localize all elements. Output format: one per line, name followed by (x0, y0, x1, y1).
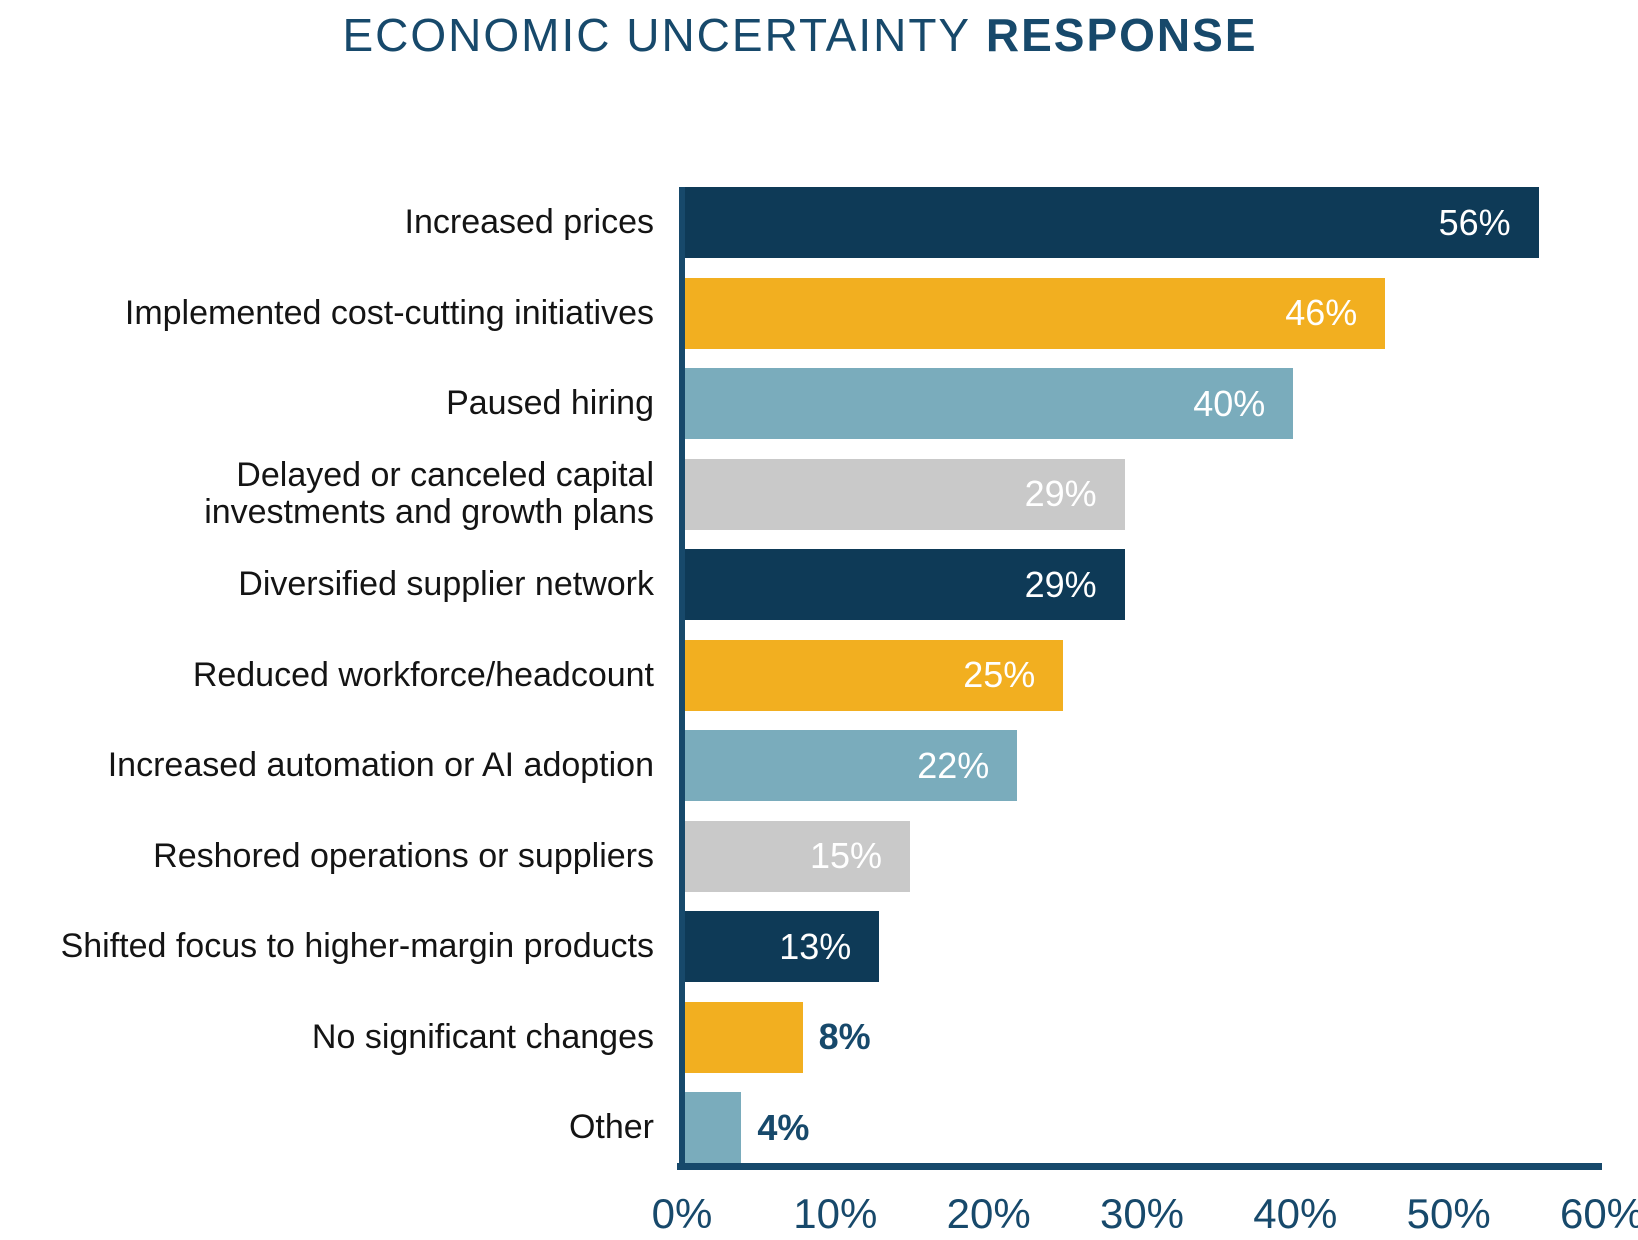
value-label: 8% (818, 1016, 871, 1057)
bar-track: 29% (680, 549, 1600, 620)
bar-track: 13% (680, 911, 1600, 982)
bar: 29% (680, 549, 1125, 620)
bar-track: 8% (680, 1001, 1600, 1073)
bar-track: 29% (680, 458, 1600, 530)
value-label: 29% (1024, 473, 1097, 514)
bar-track: 25% (680, 639, 1600, 711)
x-axis-tick-label: 20% (946, 1190, 1031, 1237)
category-label: Reshored operations or suppliers (153, 836, 654, 875)
category-label: Shifted focus to higher-margin products (60, 927, 654, 966)
bar-track: 15% (680, 820, 1600, 892)
x-axis-tick-label: 10% (793, 1190, 878, 1237)
bar: 40% (680, 368, 1294, 439)
bar-row: Paused hiring 40% (0, 368, 1638, 439)
x-axis-tick-label: 30% (1099, 1190, 1185, 1237)
bar-row: Reshored operations or suppliers 15% (0, 820, 1638, 892)
y-axis-line (679, 187, 685, 1163)
category-label: Increased automation or AI adoption (107, 746, 654, 785)
value-label: 15% (809, 835, 882, 876)
bar-row: Increased prices 56% (0, 187, 1638, 258)
value-label: 40% (1193, 382, 1266, 424)
x-axis-ticks: 0% 10% 20% 30% 40% 50% 60% (652, 1190, 1638, 1240)
chart-title-bold: RESPONSE (985, 9, 1258, 61)
bar: 13% (680, 911, 880, 982)
category-label: Paused hiring (446, 384, 654, 423)
bar-row: Delayed or canceled capital investments … (0, 456, 1638, 531)
bar: 46% (680, 277, 1386, 349)
value-label: 22% (917, 744, 990, 786)
plot-area: Increased prices 56% Implemented cost-cu… (0, 187, 1638, 1237)
bar-row: Implemented cost-cutting initiatives 46% (0, 277, 1638, 349)
chart-title-regular: ECONOMIC UNCERTAINTY (342, 9, 972, 61)
bar-row: No significant changes 8% (0, 1001, 1638, 1073)
bar-track: 22% (680, 730, 1600, 801)
chart-title: ECONOMIC UNCERTAINTY RESPONSE (0, 8, 1600, 62)
category-label: No significant changes (311, 1017, 654, 1056)
bar: 56% (680, 187, 1539, 258)
bar: 25% (680, 639, 1064, 711)
bar-track: 40% (680, 368, 1600, 439)
bar-row: Reduced workforce/headcount 25% (0, 639, 1638, 711)
x-axis-tick-label: 50% (1406, 1190, 1491, 1237)
bar: 29% (680, 458, 1125, 530)
bar-track: 56% (680, 187, 1600, 258)
bar-row: Other 4% (0, 1092, 1638, 1163)
value-label: 56% (1438, 201, 1511, 243)
value-label: 25% (963, 654, 1036, 695)
x-axis-tick-label: 0% (651, 1190, 713, 1237)
category-label: Implemented cost-cutting initiatives (124, 293, 654, 332)
x-axis-tick-label: 40% (1253, 1190, 1338, 1237)
value-label: 13% (779, 925, 852, 967)
bar (680, 1001, 803, 1073)
category-label: Reduced workforce/headcount (192, 655, 654, 694)
bar-track: 4% (680, 1092, 1600, 1163)
category-label: Increased prices (404, 203, 654, 242)
bar-row: Diversified supplier network 29% (0, 549, 1638, 620)
category-label: Delayed or canceled capital investments … (204, 456, 654, 531)
bar: 15% (680, 820, 910, 892)
x-axis-line (677, 1163, 1602, 1170)
bar: 22% (680, 730, 1018, 801)
plot-rows: Increased prices 56% Implemented cost-cu… (0, 187, 1638, 1163)
value-label: 46% (1285, 292, 1358, 333)
bar (680, 1092, 742, 1163)
bar-row: Increased automation or AI adoption 22% (0, 730, 1638, 801)
category-label: Diversified supplier network (238, 565, 654, 604)
x-axis-tick-label: 60% (1559, 1190, 1638, 1237)
bar-row: Shifted focus to higher-margin products … (0, 911, 1638, 982)
value-label: 29% (1024, 563, 1097, 605)
bar-track: 46% (680, 277, 1600, 349)
value-label: 4% (757, 1106, 810, 1148)
category-label: Other (568, 1108, 654, 1147)
